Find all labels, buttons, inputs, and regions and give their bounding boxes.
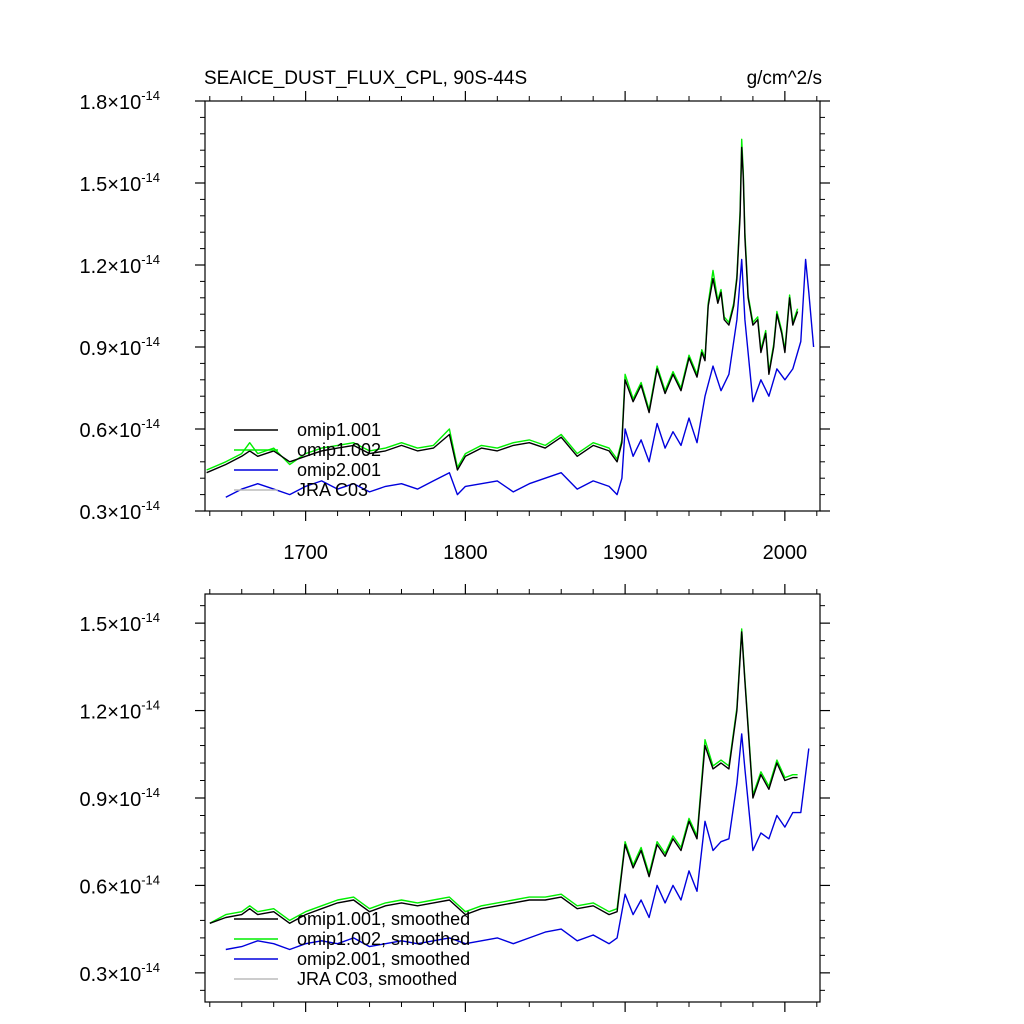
- legend-label: omip1.001, smoothed: [297, 909, 470, 929]
- legend-label: omip1.001: [297, 420, 381, 440]
- legend-label: JRA C03: [297, 480, 368, 500]
- series-line-omip2-001: [225, 258, 815, 498]
- chart-title: SEAICE_DUST_FLUX_CPL, 90S-44S: [204, 68, 527, 89]
- series-line-omip1-001-smoothed: [209, 631, 798, 924]
- y-tick-label: 1.8×10-14: [79, 88, 160, 114]
- series-line-omip1-002-smoothed: [209, 628, 798, 924]
- y-tick-label: 0.6×10-14: [79, 416, 160, 442]
- y-tick-label: 0.9×10-14: [79, 785, 160, 811]
- y-tick-label: 1.2×10-14: [79, 252, 160, 278]
- series-line-omip1-001: [206, 146, 799, 474]
- legend-label: omip2.001: [297, 460, 381, 480]
- x-tick-label: 2000: [763, 542, 808, 564]
- y-tick-label: 1.5×10-14: [79, 170, 160, 196]
- y-tick-label: 1.5×10-14: [79, 610, 160, 636]
- x-tick-label: 1900: [603, 542, 648, 564]
- y-tick-label: 0.3×10-14: [79, 498, 160, 524]
- plot-frame: [204, 100, 821, 512]
- legend-label: JRA C03, smoothed: [297, 969, 457, 989]
- series-line-omip2-001-smoothed: [225, 733, 810, 951]
- top-panel: 1700 1800 1900 2000 0.3×10-14 0.6×10-14 0.9×10…: [79, 88, 830, 564]
- y-tick-label: 0.9×10-14: [79, 334, 160, 360]
- legend-label: omip1.002, smoothed: [297, 929, 470, 949]
- legend-label: omip1.002: [297, 440, 381, 460]
- y-tick-label: 0.3×10-14: [79, 960, 160, 986]
- y-tick-label: 1.2×10-14: [79, 698, 160, 724]
- chart-units: g/cm^2/s: [747, 68, 822, 89]
- y-tick-label: 0.6×10-14: [79, 872, 160, 898]
- x-tick-label: 1800: [443, 542, 488, 564]
- bottom-panel: 0.3×10-14 0.6×10-14 0.9×10-14 1.2×10-14 1.5×…: [79, 584, 830, 1012]
- legend-label: omip2.001, smoothed: [297, 949, 470, 969]
- x-tick-label: 1700: [283, 542, 328, 564]
